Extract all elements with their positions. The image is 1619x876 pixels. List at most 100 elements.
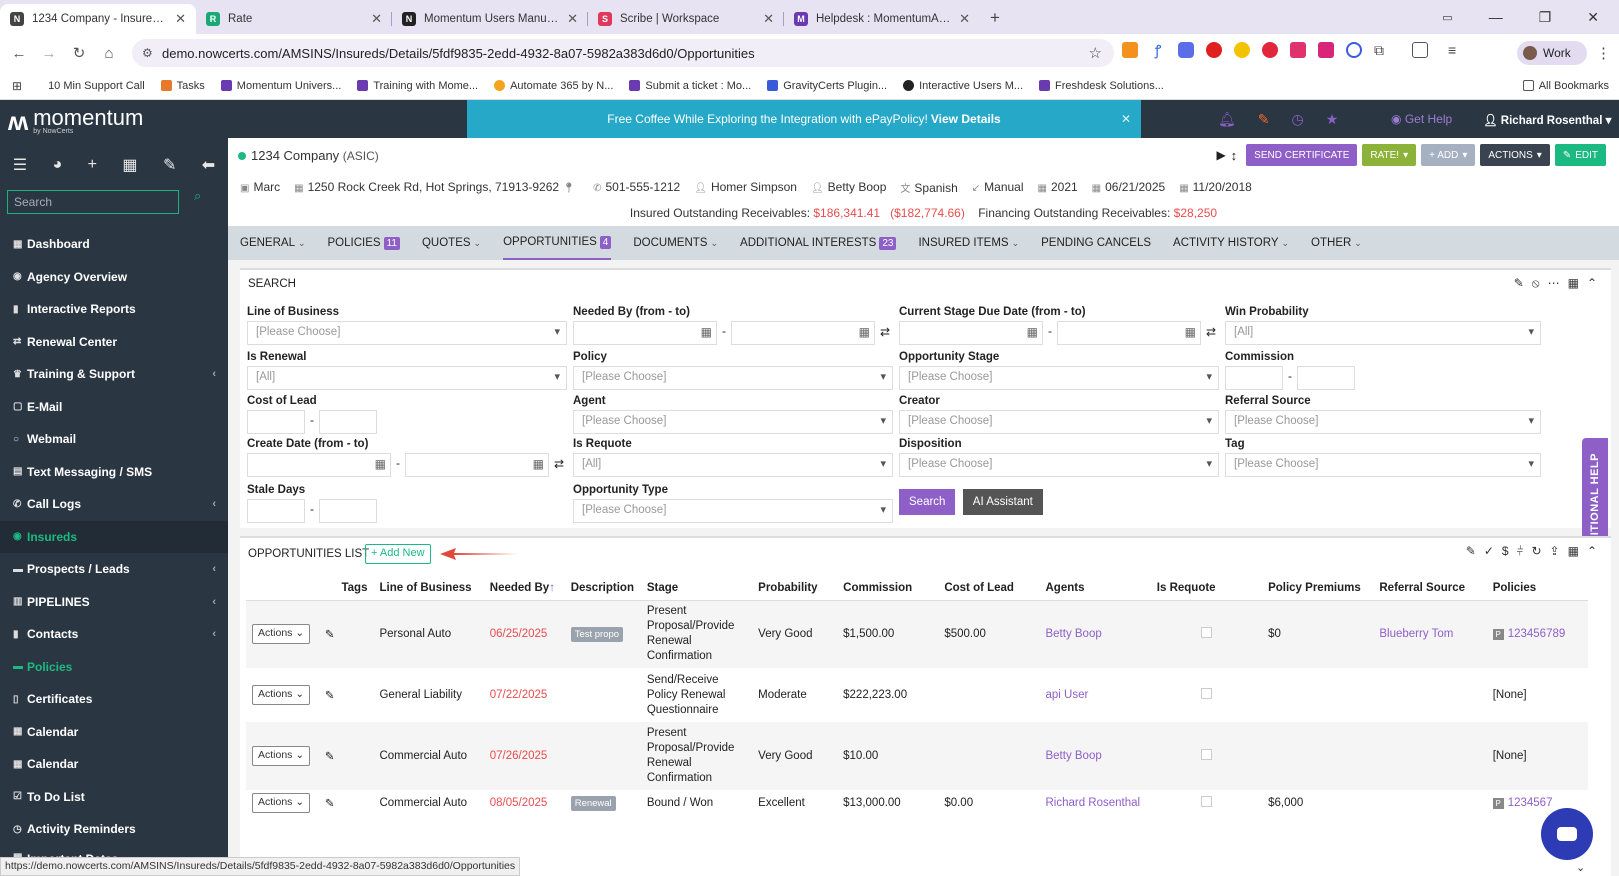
- extension-icon[interactable]: [1206, 42, 1222, 58]
- search-button[interactable]: Search: [899, 489, 956, 515]
- tab-other[interactable]: OTHER ⌄: [1311, 237, 1362, 249]
- more-icon[interactable]: ⋯: [1547, 276, 1560, 290]
- add-button[interactable]: + ADD ▾: [1421, 144, 1476, 166]
- add-new-button[interactable]: + Add New: [365, 544, 431, 564]
- tab-activity-history[interactable]: ACTIVITY HISTORY ⌄: [1173, 237, 1290, 249]
- browser-menu-icon[interactable]: ⋮: [1596, 45, 1611, 62]
- magic-wand-icon[interactable]: ✎: [1513, 276, 1524, 290]
- bookmark-star-icon[interactable]: ☆: [1088, 45, 1102, 62]
- sidebar-item-agency-overview[interactable]: ◉ Agency Overview: [13, 269, 128, 284]
- extensions-puzzle-icon[interactable]: ⧉: [1374, 42, 1390, 58]
- minimize-icon[interactable]: —: [1488, 9, 1503, 25]
- requote-checkbox[interactable]: [1200, 796, 1212, 807]
- extension-icon[interactable]: [1262, 42, 1278, 58]
- sidebar-item-policies[interactable]: ▬ Policies: [13, 659, 73, 674]
- column-header[interactable]: Description: [564, 576, 641, 601]
- magic-wand-icon[interactable]: ✎: [1257, 111, 1270, 127]
- layout-icon[interactable]: ▦: [1567, 544, 1579, 558]
- scroll-down-icon[interactable]: ⌄: [1576, 862, 1586, 874]
- extension-icon[interactable]: [1318, 42, 1334, 58]
- column-header[interactable]: Policies: [1486, 576, 1588, 601]
- swap-icon[interactable]: ⇄: [1206, 325, 1217, 339]
- cost-of-lead-to-input[interactable]: [319, 410, 377, 434]
- extension-icon[interactable]: [1178, 42, 1194, 58]
- extension-icon[interactable]: [1234, 42, 1250, 58]
- apps-grid-icon[interactable]: ⊞: [12, 78, 23, 93]
- pencil-icon[interactable]: ✎: [324, 690, 335, 702]
- sort-arrows-icon[interactable]: ↕: [1230, 147, 1238, 163]
- swap-icon[interactable]: ⇄: [554, 457, 565, 471]
- close-banner-icon[interactable]: ✕: [1120, 112, 1131, 126]
- export-icon[interactable]: ⇪: [1549, 544, 1560, 558]
- policy-select[interactable]: [Please Choose]: [573, 366, 893, 390]
- swap-icon[interactable]: ⇄: [880, 325, 891, 339]
- dollar-icon[interactable]: $: [1501, 544, 1509, 558]
- needed-by-from-input[interactable]: [573, 321, 717, 345]
- view-details-link[interactable]: View Details: [930, 112, 1001, 126]
- stale-days-from-input[interactable]: [247, 499, 305, 523]
- agent-link[interactable]: Betty Boop: [1045, 750, 1102, 762]
- commission-to-input[interactable]: [1297, 366, 1355, 390]
- row-actions-button[interactable]: Actions ⌄: [252, 624, 311, 645]
- close-window-icon[interactable]: ✕: [1587, 8, 1599, 25]
- pencil-icon[interactable]: ✎: [324, 751, 335, 763]
- bell-icon[interactable]: 🔔︎: [1218, 111, 1236, 127]
- sidebar-item-renewal-center[interactable]: ⇄ Renewal Center: [13, 334, 118, 349]
- sidebar-item-todo[interactable]: ☑ To Do List: [13, 789, 85, 804]
- column-header[interactable]: Agents: [1039, 576, 1151, 601]
- restore-icon[interactable]: ❐: [1538, 8, 1552, 25]
- close-tab-icon[interactable]: ✕: [567, 11, 578, 26]
- referral-link[interactable]: Blueberry Tom: [1379, 628, 1454, 641]
- reload-icon[interactable]: ↻: [72, 45, 86, 62]
- column-header[interactable]: Commission: [837, 576, 939, 601]
- sidebar-item-sms[interactable]: ▤ Text Messaging / SMS: [13, 464, 153, 479]
- sidebar-item-pipelines[interactable]: ▥ PIPELINES ‹: [13, 594, 216, 609]
- commission-from-input[interactable]: [1225, 366, 1283, 390]
- agent-link[interactable]: api User: [1045, 689, 1089, 701]
- policy-link[interactable]: P 1234567: [1487, 790, 1588, 816]
- bookmark[interactable]: Tasks: [160, 80, 205, 92]
- extension-icon[interactable]: [1346, 42, 1362, 58]
- collapse-icon[interactable]: ⌃: [1586, 544, 1597, 558]
- url-field[interactable]: ⚙ demo.nowcerts.com/AMSINS/Insureds/Deta…: [132, 39, 1114, 67]
- close-tab-icon[interactable]: ✕: [959, 11, 970, 26]
- bookmark[interactable]: Training with Mome...: [357, 80, 478, 92]
- tab-policies[interactable]: POLICIES 11: [328, 226, 400, 260]
- sidebar-item-calendar-2[interactable]: ▦ Calendar: [13, 757, 79, 772]
- split-view-icon[interactable]: [1412, 42, 1428, 58]
- requote-checkbox[interactable]: [1200, 688, 1212, 699]
- close-tab-icon[interactable]: ✕: [763, 11, 774, 26]
- palette-icon[interactable]: ◕: [52, 156, 63, 173]
- reading-list-icon[interactable]: ≡: [1448, 42, 1464, 58]
- agent-link[interactable]: Betty Boop: [1045, 628, 1102, 641]
- ai-assistant-button[interactable]: AI Assistant: [962, 489, 1043, 515]
- clock-icon[interactable]: ◷: [1291, 111, 1304, 127]
- create-date-from-input[interactable]: [247, 453, 391, 477]
- sidebar-item-calendar[interactable]: ▦ Calendar: [13, 724, 79, 739]
- tab-insured-items[interactable]: INSURED ITEMS ⌄: [918, 237, 1020, 249]
- disposition-select[interactable]: [Please Choose]: [899, 453, 1219, 477]
- sidebar-item-prospects[interactable]: ▬ Prospects / Leads ‹: [13, 562, 216, 577]
- requote-checkbox[interactable]: [1200, 749, 1212, 760]
- layout-icon[interactable]: ▦: [1567, 276, 1579, 290]
- policy-link[interactable]: P 123456789: [1487, 600, 1588, 668]
- insured-receivables-link[interactable]: $186,341.41: [813, 206, 881, 220]
- bookmark[interactable]: Interactive Users M...: [903, 80, 1023, 92]
- row-actions-button[interactable]: Actions ⌄: [252, 685, 311, 705]
- magic-wand-icon[interactable]: ✎: [162, 157, 177, 174]
- sidebar-item-call-logs[interactable]: ✆ Call Logs ‹: [13, 497, 216, 512]
- column-header[interactable]: Probability: [752, 576, 838, 601]
- user-menu[interactable]: 👤︎ Richard Rosenthal ▾: [1483, 115, 1612, 127]
- magic-wand-icon[interactable]: ✎: [1465, 544, 1476, 558]
- layout-icon[interactable]: ▦: [122, 157, 138, 174]
- cost-of-lead-from-input[interactable]: [247, 410, 305, 434]
- opportunity-type-select[interactable]: [Please Choose]: [573, 499, 893, 523]
- sidebar-item-interactive-reports[interactable]: ▮ Interactive Reports: [13, 302, 136, 317]
- play-icon[interactable]: ▶: [1216, 148, 1226, 162]
- sidebar-item-email[interactable]: ▢ E-Mail: [13, 399, 63, 414]
- sidebar-item-insureds[interactable]: ◉ Insureds: [0, 520, 228, 553]
- collapse-icon[interactable]: ⌃: [1586, 276, 1597, 290]
- column-header[interactable]: Line of Business: [373, 576, 484, 601]
- requote-checkbox[interactable]: [1200, 627, 1212, 639]
